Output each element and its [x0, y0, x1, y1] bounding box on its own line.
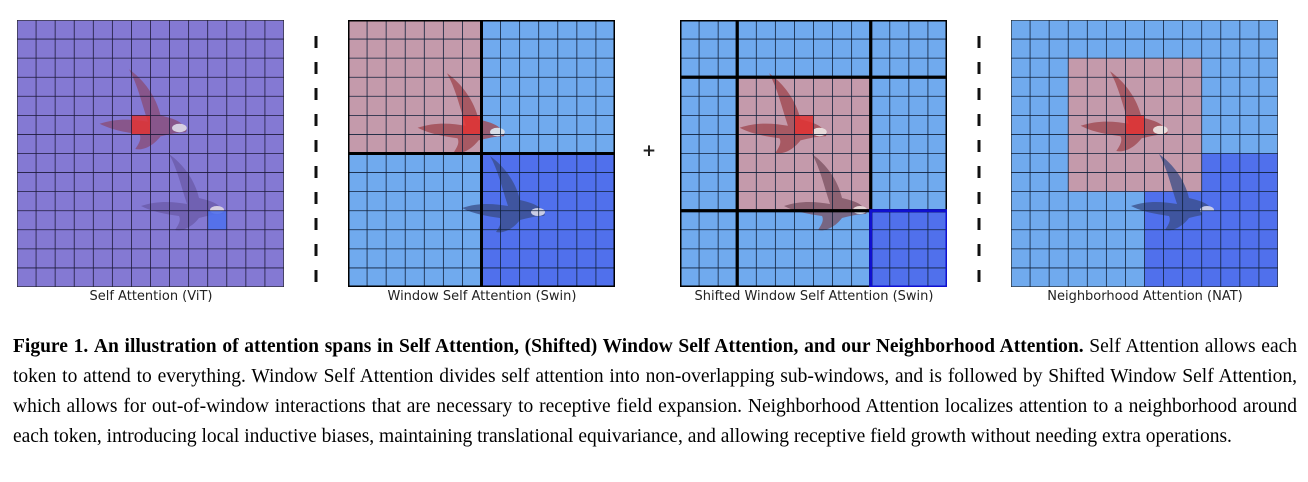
- window-4: [480, 152, 615, 287]
- figure-caption: Figure 1. An illustration of attention s…: [13, 332, 1297, 452]
- shifted-window-pink: [737, 77, 871, 211]
- panel-shifted-window-attention: [680, 20, 947, 287]
- label-self-attention: Self Attention (ViT): [89, 289, 213, 304]
- label-shifted-window-attention: Shifted Window Self Attention (Swin): [694, 289, 934, 304]
- caption-label: Figure 1.: [13, 336, 89, 357]
- panel-neighborhood-attention: [1011, 20, 1278, 287]
- label-neighborhood-attention: Neighborhood Attention (NAT): [1047, 289, 1243, 304]
- query-token-a: [131, 115, 151, 135]
- eagle-top-icon: [1080, 71, 1168, 152]
- self-attention-grid: [17, 20, 284, 287]
- dashed-separator-2: [977, 36, 981, 282]
- dashed-separator-1: [314, 36, 318, 282]
- query-token-b: [207, 210, 227, 230]
- query-token-a: [794, 115, 814, 135]
- query-token-b: [1201, 210, 1221, 230]
- plus-symbol: +: [641, 141, 657, 161]
- label-window-attention: Window Self Attention (Swin): [387, 289, 577, 304]
- caption-body: Self Attention allows each token to atte…: [13, 336, 1298, 447]
- window-attention-grid: [348, 20, 615, 287]
- shifted-window-attention-grid: [680, 20, 947, 287]
- neighborhood-attention-grid: [1011, 20, 1278, 287]
- query-token-a: [1125, 115, 1145, 135]
- panel-self-attention: [17, 20, 284, 287]
- panel-window-attention: [348, 20, 615, 287]
- query-token-a: [462, 115, 482, 135]
- eagle-top-icon: [99, 69, 187, 150]
- caption-title: An illustration of attention spans in Se…: [93, 336, 1084, 357]
